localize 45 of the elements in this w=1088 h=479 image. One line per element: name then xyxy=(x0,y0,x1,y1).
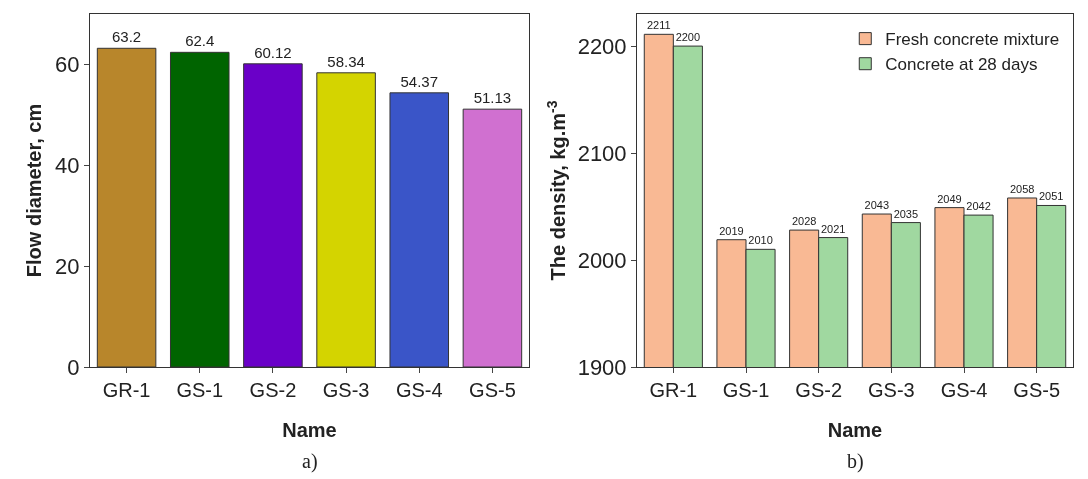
data-label: 2021 xyxy=(820,222,846,235)
data-label: 58.34 xyxy=(327,52,365,70)
y-tick-label: 2000 xyxy=(577,247,627,273)
x-tick-label: GS-5 xyxy=(469,379,516,401)
data-label: 51.13 xyxy=(473,89,512,107)
data-label: 2028 xyxy=(791,215,817,228)
data-label: 2043 xyxy=(864,199,890,212)
x-tick-label: GR-1 xyxy=(649,379,698,401)
y-tick-label: 20 xyxy=(55,253,80,279)
x-tick-label: GS-3 xyxy=(867,379,915,401)
data-label: 2035 xyxy=(893,207,919,220)
y-tick-label: 0 xyxy=(67,354,80,380)
y-tick-label: 1900 xyxy=(577,354,627,380)
x-tick-label: GS-4 xyxy=(395,379,443,401)
x-tick-label: GS-2 xyxy=(249,379,297,401)
data-label: 2051 xyxy=(1038,190,1064,203)
legend-label: Concrete at 28 days xyxy=(885,55,1038,75)
x-tick-label: GS-3 xyxy=(322,379,370,401)
x-tick-label: GS-1 xyxy=(722,379,770,401)
x-tick-label: GS-2 xyxy=(795,379,843,401)
x-tick-label: GS-4 xyxy=(940,379,988,401)
text: b) xyxy=(847,450,864,473)
data-label: 2058 xyxy=(1009,182,1035,195)
y-tick-label: 2200 xyxy=(577,33,627,59)
data-label: 2049 xyxy=(937,192,962,205)
data-label: 2042 xyxy=(966,200,991,213)
x-tick-label: GR-1 xyxy=(102,379,151,401)
text: a) xyxy=(302,450,318,473)
data-label: 54.37 xyxy=(400,72,439,90)
data-label: 2200 xyxy=(675,31,701,44)
data-label: 2211 xyxy=(646,19,671,32)
legend-label: Fresh concrete mixture xyxy=(885,30,1060,50)
y-tick-label: 2100 xyxy=(577,140,627,166)
data-label: 62.4 xyxy=(185,32,215,50)
x-tick-label: GS-5 xyxy=(1013,379,1061,401)
x-tick-label: GS-1 xyxy=(176,379,224,401)
y-axis-title: Flow diameter, cm xyxy=(22,103,45,278)
data-label: 2019 xyxy=(719,224,744,237)
y-tick-label: 60 xyxy=(55,52,80,78)
x-axis-title: Name xyxy=(827,419,883,441)
y-tick-label: 40 xyxy=(55,152,80,178)
data-label: 2010 xyxy=(748,234,773,247)
data-label: 63.2 xyxy=(111,28,142,46)
x-axis-title: Name xyxy=(282,419,337,441)
data-label: 60.12 xyxy=(254,43,292,61)
